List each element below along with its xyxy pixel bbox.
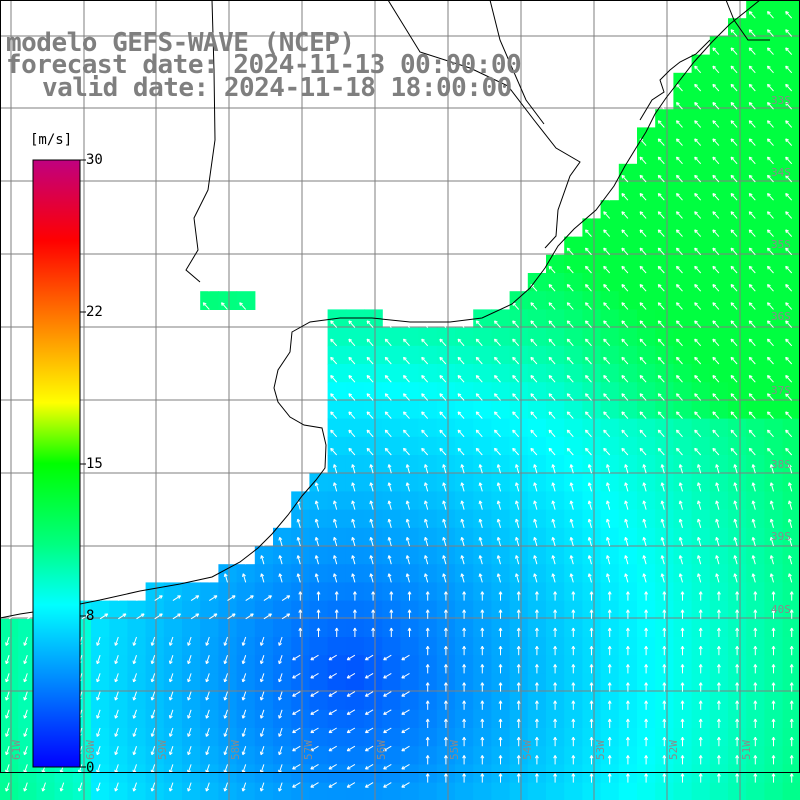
forecast-date: forecast date: 2024-11-13 00:00:00 — [6, 50, 522, 80]
valid-date: valid date: 2024-11-18 18:00:00 — [42, 73, 512, 103]
lon-label: 53W — [594, 740, 607, 760]
coastline — [0, 0, 770, 619]
colorbar — [32, 159, 86, 768]
lon-label: 57W — [302, 740, 315, 760]
lat-label: 40S — [771, 603, 791, 616]
model-title: modelo GEFS-WAVE (NCEP) — [6, 28, 355, 58]
colorbar-tick-22: 22 — [86, 304, 103, 320]
lon-label: 52W — [667, 740, 680, 760]
colorbar-tick-30: 30 — [86, 152, 103, 168]
lon-label: 59W — [156, 740, 169, 760]
lat-label: 38S — [771, 458, 791, 471]
colorbar-unit: [m/s] — [30, 132, 73, 148]
lon-label: 55W — [448, 740, 461, 760]
lat-label: 39S — [771, 530, 791, 543]
lat-label: 37S — [771, 384, 791, 397]
lon-label: 60W — [84, 740, 97, 760]
colorbar-tick-15: 15 — [86, 456, 103, 472]
lon-label: 58W — [229, 740, 242, 760]
lat-label: 33S — [771, 94, 791, 107]
colorbar-tick-8: 8 — [86, 608, 95, 624]
lon-label: 61W — [10, 740, 23, 760]
lat-label: 36S — [771, 310, 791, 323]
lon-label: 54W — [521, 740, 534, 760]
lon-label: 56W — [375, 740, 388, 760]
lat-label: 35S — [771, 238, 791, 251]
lat-label: 34S — [771, 166, 791, 179]
colorbar-tick-0: 0 — [86, 760, 95, 776]
wind-arrows — [5, 11, 794, 792]
lon-label: 51W — [740, 740, 753, 760]
